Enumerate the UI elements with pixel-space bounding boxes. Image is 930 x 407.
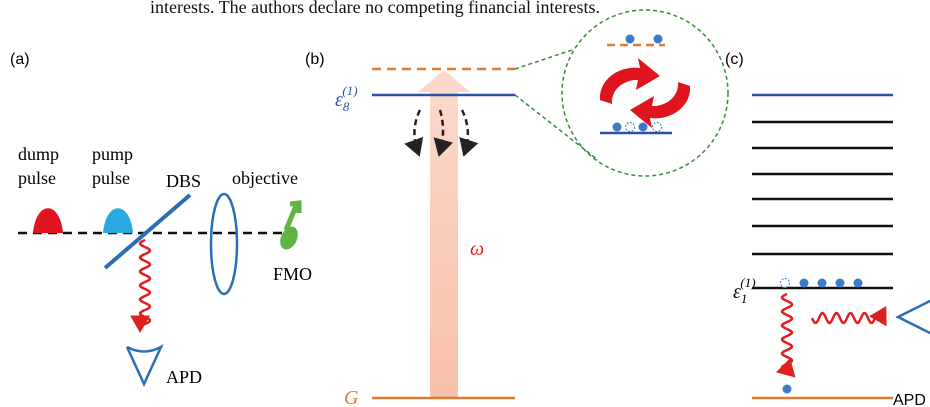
- panel-label: (b): [305, 51, 325, 68]
- decay: [775, 292, 796, 378]
- exciton: [612, 122, 622, 132]
- zoom-circle: [561, 9, 729, 177]
- label: APD: [893, 392, 926, 407]
- label: objective: [232, 168, 298, 188]
- panel-a: (a) dump pulse pump pulse DBS objective …: [10, 51, 312, 387]
- panel-label: (a): [10, 51, 30, 68]
- vacancy: [625, 122, 635, 132]
- label: dump: [18, 144, 59, 164]
- vacancy: [652, 122, 662, 132]
- exciton: [782, 384, 792, 394]
- apd-icon: [895, 299, 930, 335]
- relax-arrow: [459, 109, 479, 157]
- ground-label: G: [344, 387, 359, 407]
- header-text: interests. The authors declare no compet…: [150, 0, 600, 17]
- exciton: [638, 122, 648, 132]
- pump-pulse: [103, 208, 133, 233]
- zoom-line: [514, 49, 573, 70]
- exciton: [799, 278, 809, 288]
- cycle-arrow: [630, 82, 691, 128]
- panel-b: (b) ε8(1) ω G: [305, 9, 729, 407]
- label: FMO: [273, 264, 312, 284]
- exciton: [653, 34, 663, 44]
- zoom-line: [514, 94, 599, 161]
- relax-arrow: [404, 109, 424, 157]
- dump-pulse: [33, 208, 63, 233]
- label: pump: [92, 144, 133, 164]
- panel-label: (c): [725, 51, 744, 68]
- exciton: [853, 278, 863, 288]
- cycle-arrow: [599, 58, 660, 104]
- emission: [810, 306, 887, 327]
- label: DBS: [166, 171, 201, 191]
- label: APD: [166, 367, 202, 387]
- panel-c: (c) ε1(1) APD: [725, 51, 930, 407]
- dbs-mirror: [103, 193, 192, 270]
- exciton: [835, 278, 845, 288]
- exciton: [625, 34, 635, 44]
- vacancy: [780, 278, 790, 288]
- level-label: ε8(1): [335, 83, 358, 114]
- label: pulse: [92, 168, 130, 188]
- fmo-arrow: [283, 200, 302, 231]
- pump-arrow: [418, 70, 470, 398]
- omega: ω: [470, 238, 484, 260]
- apd-icon: [125, 344, 164, 387]
- label: pulse: [18, 168, 56, 188]
- fluorescence: [130, 238, 152, 333]
- objective-lens: [209, 192, 239, 296]
- fmo: [280, 226, 298, 250]
- level-label: ε1(1): [733, 275, 756, 306]
- relax-arrow: [433, 109, 453, 157]
- exciton: [817, 278, 827, 288]
